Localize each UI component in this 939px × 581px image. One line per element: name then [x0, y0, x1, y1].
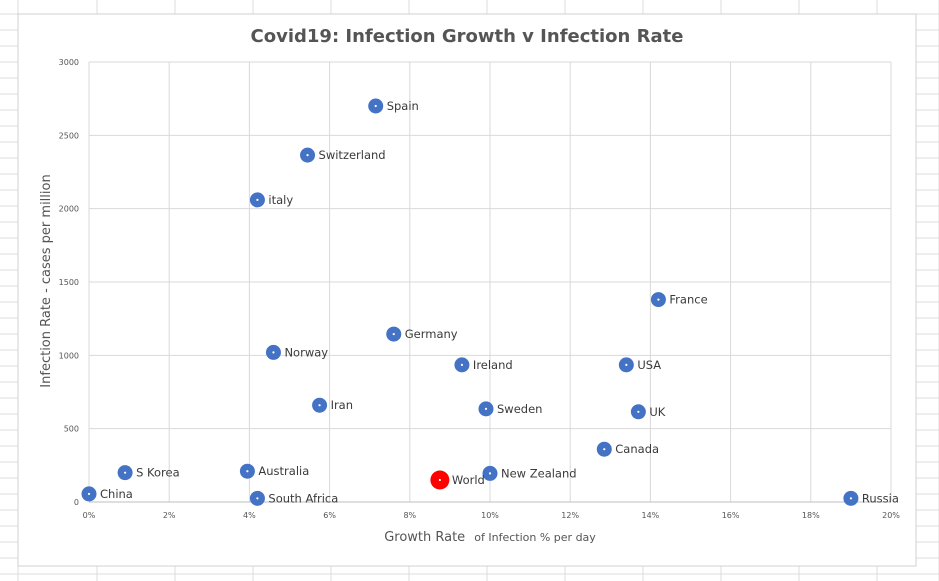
- data-point-center: [306, 154, 309, 157]
- data-point-center: [87, 492, 91, 496]
- point-group[interactable]: Russia: [843, 490, 899, 506]
- point-group[interactable]: Iran: [312, 397, 353, 413]
- x-tick-label: 6%: [323, 511, 336, 520]
- data-point-center: [256, 198, 259, 201]
- point-group[interactable]: USA: [618, 357, 661, 373]
- data-label: South Africa: [268, 491, 338, 505]
- x-axis-title-main: Growth Rate: [384, 530, 465, 545]
- point-group[interactable]: World: [430, 470, 485, 490]
- data-label: Norway: [284, 345, 328, 359]
- data-label: Spain: [387, 99, 419, 113]
- data-label: China: [100, 487, 133, 501]
- data-point-center: [488, 472, 492, 475]
- data-label: USA: [637, 358, 661, 372]
- data-label: Russia: [862, 491, 899, 505]
- data-label: S Korea: [136, 466, 180, 480]
- y-tick-label: 3000: [59, 58, 79, 67]
- point-group[interactable]: South Africa: [249, 490, 338, 506]
- data-label: UK: [649, 405, 665, 419]
- x-axis-title: Growth Rate of Infection % per day: [384, 526, 596, 545]
- data-point-center: [318, 404, 321, 407]
- data-point-center: [123, 471, 127, 474]
- point-group[interactable]: S Korea: [117, 465, 180, 481]
- chart-area[interactable]: [17, 13, 917, 567]
- data-label: World: [452, 473, 485, 487]
- x-tick-label: 8%: [403, 511, 416, 520]
- x-tick-label: 4%: [243, 511, 256, 520]
- data-point-center: [374, 104, 377, 108]
- x-tick-label: 16%: [722, 511, 740, 520]
- point-group[interactable]: UK: [630, 404, 666, 420]
- data-point-center: [657, 298, 660, 301]
- point-group[interactable]: Switzerland: [300, 147, 386, 163]
- x-tick-label: 0%: [83, 511, 96, 520]
- data-label: Canada: [615, 442, 659, 456]
- y-tick-label: 2500: [59, 131, 79, 140]
- data-point-center: [625, 363, 628, 366]
- point-group[interactable]: France: [650, 292, 708, 308]
- data-point-center: [272, 351, 275, 354]
- data-point-center: [460, 363, 464, 366]
- x-axis-title-suffix: of Infection % per day: [474, 531, 596, 544]
- point-group[interactable]: Australia: [239, 463, 309, 479]
- data-label: italy: [268, 193, 293, 207]
- data-label: Sweden: [497, 402, 542, 416]
- data-point-center: [603, 448, 606, 451]
- x-tick-label: 10%: [481, 511, 499, 520]
- point-group[interactable]: Norway: [265, 344, 328, 360]
- x-axis-ticks: 0% 2% 4% 6% 8% 10% 12% 14% 16% 18% 20%: [83, 511, 901, 520]
- point-group[interactable]: New Zealand: [482, 465, 577, 481]
- data-point-center: [246, 470, 249, 473]
- data-label: Iran: [331, 398, 353, 412]
- data-label: France: [669, 293, 707, 307]
- data-point-center: [849, 497, 853, 500]
- data-point-center: [392, 332, 395, 336]
- data-point-center: [484, 407, 488, 410]
- chart-title: Covid19: Infection Growth v Infection Ra…: [251, 26, 684, 47]
- y-tick-label: 500: [64, 425, 79, 434]
- y-tick-label: 0: [74, 498, 79, 507]
- x-tick-label: 12%: [561, 511, 579, 520]
- point-group[interactable]: Sweden: [478, 401, 542, 417]
- point-group[interactable]: Spain: [368, 98, 419, 114]
- data-point-center: [637, 410, 640, 413]
- data-points: Spain Switzerland italy France Germany Norway…: [81, 98, 899, 506]
- point-group[interactable]: China: [81, 486, 133, 502]
- x-tick-label: 18%: [802, 511, 820, 520]
- data-label: New Zealand: [501, 466, 577, 480]
- point-group[interactable]: Ireland: [454, 357, 513, 373]
- x-tick-label: 2%: [163, 511, 176, 520]
- data-label: Australia: [258, 464, 309, 478]
- data-label: Switzerland: [319, 148, 386, 162]
- x-tick-label: 14%: [642, 511, 660, 520]
- data-label: Germany: [405, 327, 458, 341]
- data-label: Ireland: [473, 358, 513, 372]
- point-group[interactable]: Canada: [596, 441, 659, 457]
- data-point-center: [256, 497, 259, 500]
- y-axis-ticks: 0 500 1000 1500 2000 2500 3000: [59, 58, 79, 507]
- y-tick-label: 2000: [59, 205, 79, 214]
- y-axis-title: Infection Rate - cases per million: [39, 174, 54, 387]
- x-tick-label: 20%: [882, 511, 900, 520]
- point-group[interactable]: italy: [249, 192, 293, 208]
- data-point-center: [438, 478, 441, 482]
- y-tick-label: 1000: [59, 351, 79, 360]
- y-tick-label: 1500: [59, 278, 79, 287]
- plot-gridlines: [88, 61, 892, 503]
- point-group[interactable]: Germany: [386, 326, 458, 342]
